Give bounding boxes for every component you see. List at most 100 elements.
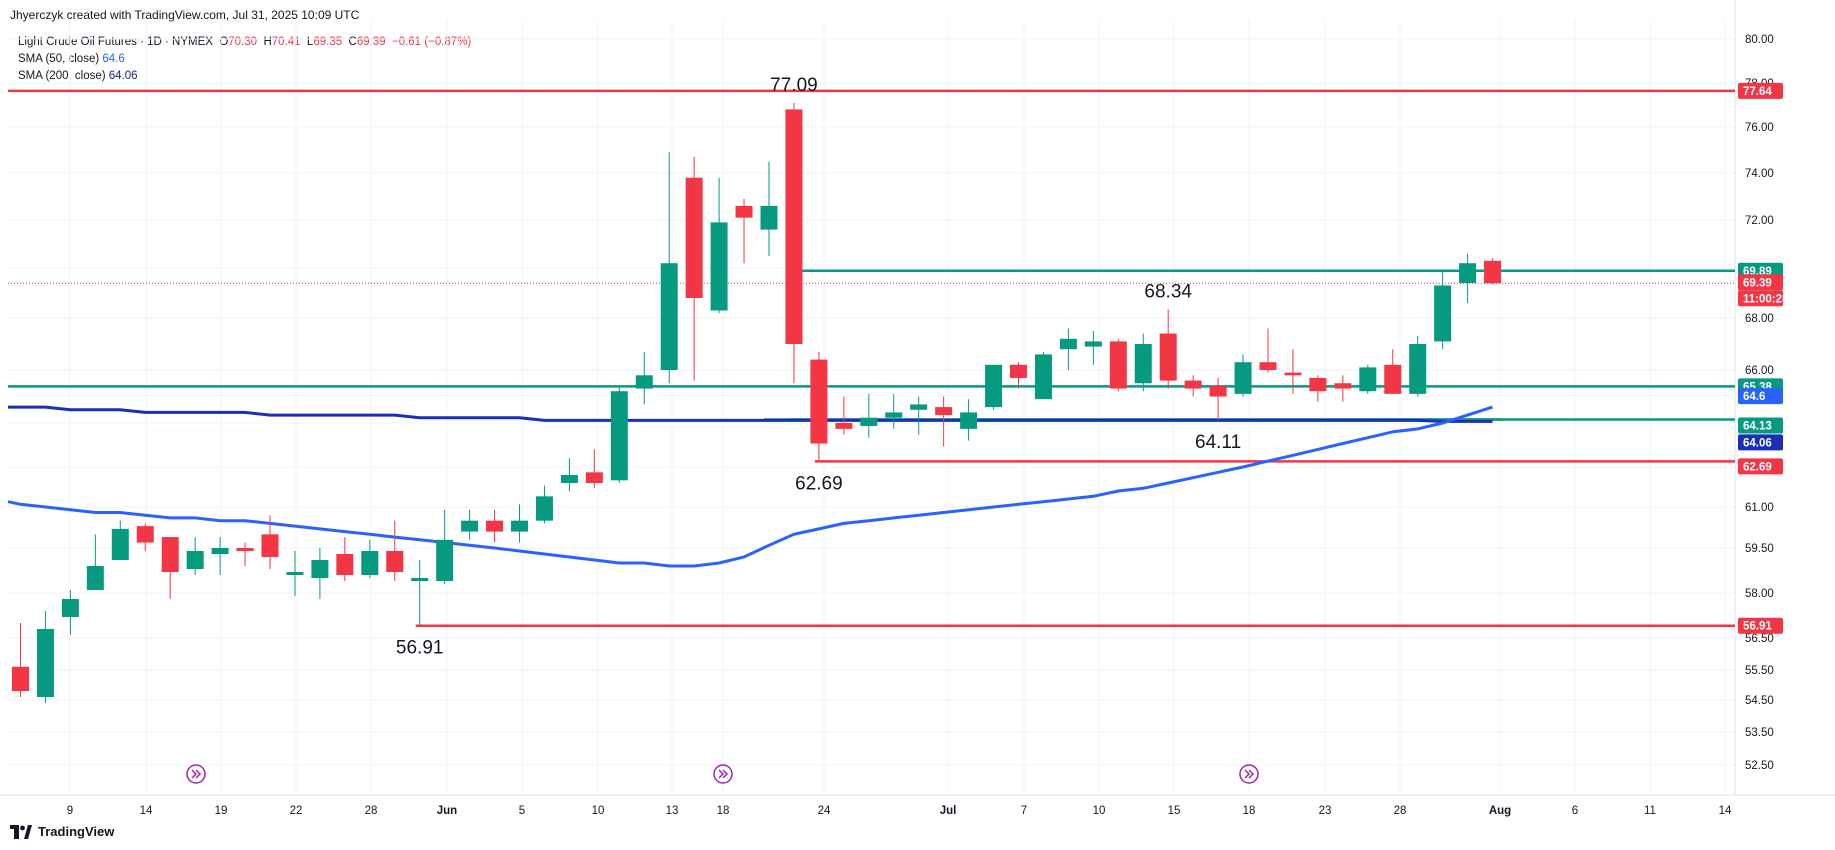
- price-tag-label: 56.91: [1743, 621, 1772, 633]
- candle[interactable]: [1059, 328, 1077, 370]
- candle[interactable]: [685, 156, 703, 381]
- candle[interactable]: [1134, 333, 1152, 392]
- candle[interactable]: [411, 560, 429, 626]
- candle-body: [511, 520, 528, 532]
- y-tick-label: 52.50: [1745, 760, 1774, 772]
- candle[interactable]: [336, 537, 354, 581]
- candle[interactable]: [1034, 351, 1052, 400]
- candle-body: [635, 375, 653, 389]
- candle-body: [1409, 344, 1427, 394]
- candle[interactable]: [1010, 362, 1027, 389]
- candle[interactable]: [1459, 253, 1477, 303]
- candle[interactable]: [12, 623, 29, 697]
- candle[interactable]: [1259, 328, 1277, 373]
- candle[interactable]: [610, 385, 628, 483]
- candle[interactable]: [261, 515, 279, 569]
- price-tag-bg: [1738, 458, 1783, 475]
- x-tick-label: 23: [1319, 805, 1332, 817]
- y-tick-label: 58.00: [1745, 588, 1774, 600]
- candle[interactable]: [910, 396, 928, 435]
- candle-body: [286, 572, 304, 575]
- candle[interactable]: [660, 152, 678, 384]
- candle[interactable]: [1334, 375, 1352, 402]
- event-marker-icon[interactable]: [186, 764, 206, 784]
- candle-body: [660, 263, 678, 370]
- sma200-row[interactable]: SMA (200, close) 64.06: [18, 68, 471, 85]
- candle[interactable]: [186, 537, 204, 575]
- y-tick-label: 61.00: [1745, 502, 1774, 514]
- candle[interactable]: [585, 449, 603, 489]
- candle[interactable]: [86, 534, 104, 590]
- sma50-row[interactable]: SMA (50, close) 64.6: [18, 51, 471, 68]
- candle[interactable]: [511, 504, 528, 543]
- candle[interactable]: [436, 509, 454, 584]
- candle[interactable]: [386, 520, 404, 581]
- candle[interactable]: [1209, 377, 1227, 421]
- candle[interactable]: [361, 539, 379, 578]
- candle[interactable]: [1084, 331, 1102, 365]
- candle[interactable]: [1284, 349, 1302, 394]
- candle[interactable]: [1309, 375, 1327, 402]
- candle[interactable]: [1159, 309, 1177, 389]
- price-tag-label: 11:00:28: [1743, 293, 1789, 305]
- candle[interactable]: [760, 161, 778, 257]
- candle-body: [1134, 344, 1152, 384]
- x-tick-label: 6: [1572, 805, 1578, 817]
- candle[interactable]: [860, 393, 878, 438]
- candle[interactable]: [136, 523, 154, 551]
- candle[interactable]: [885, 393, 903, 429]
- sma50-label[interactable]: SMA (50, close): [18, 53, 100, 65]
- candle[interactable]: [1234, 354, 1252, 397]
- candle[interactable]: [111, 520, 129, 560]
- candle-body: [361, 551, 379, 575]
- candle-body: [735, 205, 753, 218]
- candle[interactable]: [710, 177, 728, 313]
- candle[interactable]: [985, 364, 1003, 410]
- candle[interactable]: [1434, 270, 1452, 350]
- candle[interactable]: [1184, 375, 1202, 397]
- price-tag-bg: [1738, 417, 1783, 434]
- candle[interactable]: [735, 198, 753, 264]
- price-tag-bg: [1738, 434, 1783, 451]
- candle[interactable]: [785, 103, 803, 384]
- price-axis-tag: 77.64: [1738, 82, 1783, 99]
- event-marker-icon[interactable]: [1239, 764, 1259, 784]
- candle[interactable]: [286, 551, 304, 596]
- candle-body: [461, 520, 479, 532]
- candle-body: [1259, 362, 1277, 370]
- candle[interactable]: [486, 509, 504, 543]
- sma200-label[interactable]: SMA (200, close): [18, 70, 106, 82]
- candle[interactable]: [1409, 336, 1427, 397]
- candle[interactable]: [211, 537, 229, 575]
- tradingview-brand[interactable]: TradingView: [10, 824, 114, 839]
- candle[interactable]: [461, 509, 479, 540]
- candle[interactable]: [835, 396, 853, 435]
- x-tick-label: 15: [1168, 805, 1181, 817]
- candle-body: [910, 404, 928, 410]
- x-tick-label: 18: [717, 805, 730, 817]
- candle[interactable]: [1109, 338, 1127, 392]
- y-tick-label: 74.00: [1745, 168, 1774, 180]
- candle[interactable]: [236, 542, 254, 566]
- candle[interactable]: [935, 396, 953, 447]
- candle[interactable]: [36, 611, 54, 704]
- candle[interactable]: [810, 351, 828, 462]
- candle[interactable]: [161, 537, 179, 599]
- candle[interactable]: [635, 351, 653, 405]
- sma200-line[interactable]: [8, 405, 1493, 423]
- y-tick-label: 72.00: [1745, 215, 1774, 227]
- candle[interactable]: [1484, 258, 1502, 285]
- candle[interactable]: [1359, 364, 1377, 394]
- candle[interactable]: [560, 458, 578, 491]
- event-marker-icon[interactable]: [713, 764, 733, 784]
- candle[interactable]: [1384, 349, 1402, 394]
- candle[interactable]: [61, 590, 79, 635]
- price-tag-label: 64.6: [1743, 391, 1765, 403]
- x-tick-label: 14: [140, 805, 153, 817]
- sma50-line[interactable]: [7, 405, 1493, 568]
- candle[interactable]: [311, 548, 329, 599]
- candle[interactable]: [535, 485, 553, 524]
- candle[interactable]: [960, 399, 978, 441]
- y-tick-label: 68.00: [1745, 313, 1774, 325]
